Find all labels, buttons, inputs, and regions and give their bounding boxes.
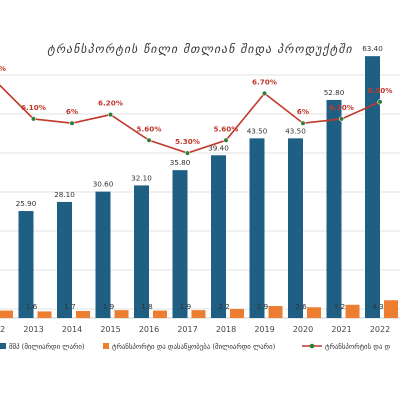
share-label-clipped: 0% (0, 64, 6, 73)
bars-layer: 1.825.901.628.101.730.601.932.101.835.80… (0, 44, 398, 319)
transport-bar (230, 308, 244, 318)
gdp-bar (95, 191, 111, 318)
transport-bar (307, 307, 321, 318)
share-point (377, 99, 383, 105)
share-label: 6.20% (98, 99, 123, 108)
gdp-bar-label: 32.10 (131, 173, 152, 182)
x-tick-label: 2015 (100, 325, 120, 334)
gdp-bar-label: 63.40 (362, 44, 383, 53)
transport-bar (191, 310, 206, 318)
share-label: 5.30% (175, 137, 200, 146)
share-label: 6% (66, 107, 78, 116)
x-tick-label: 2013 (23, 325, 43, 334)
transport-bar-label: 4.3 (372, 302, 383, 311)
gdp-bar-label: 43.50 (285, 126, 306, 135)
x-tick-label: 2018 (216, 325, 236, 334)
share-point (184, 150, 191, 156)
transport-bar (76, 310, 90, 318)
gdp-bar (288, 138, 303, 318)
transport-bar (0, 310, 13, 318)
gdp-bar-label: 35.80 (170, 158, 191, 167)
share-point (30, 116, 37, 122)
share-point (146, 137, 152, 143)
share-point (261, 90, 268, 96)
legend-label-gdp: მშპ (მილიარდი ლარი) (9, 342, 85, 351)
transport-bar-label: 2.6 (295, 302, 307, 311)
share-label: 6.70% (252, 77, 277, 86)
transport-bar-label: 2.2 (218, 302, 229, 311)
share-label: 6.10% (21, 103, 46, 112)
x-tick-label: 2019 (254, 325, 274, 334)
gdp-bar (211, 155, 226, 318)
x-tick-label: 2014 (62, 325, 82, 334)
line-layer: 6.10% 6% 6.20% 5.60% 5.30% 5.60% 6.70% 6% 6.10% 6… (0, 64, 393, 156)
share-point (338, 116, 345, 122)
legend-marker-share (309, 343, 315, 349)
transport-bar-label: 1.9 (103, 302, 115, 311)
transport-bar-label: 1.8 (141, 302, 153, 311)
gdp-bar (365, 56, 380, 319)
gdp-bar (249, 138, 265, 318)
x-tick-label: 2021 (331, 325, 351, 334)
share-label: 5.60% (137, 124, 162, 133)
transport-bar (114, 310, 129, 318)
legend-swatch-transport (103, 343, 109, 349)
legend: მშპ (მილიარდი ლარი) ტრანსპორტი და დასაწყო… (0, 342, 390, 351)
gdp-bar-label: 30.60 (93, 180, 114, 189)
x-tick-label: 2012 (0, 325, 5, 334)
transport-bar (37, 311, 52, 318)
gdp-bar-label: 43.50 (247, 126, 268, 135)
share-label: 5.60% (214, 124, 239, 133)
share-point (300, 120, 306, 126)
x-tick-label: 2017 (177, 325, 197, 334)
gdp-bar-label: 28.10 (54, 190, 75, 199)
transport-bar (153, 310, 167, 318)
transport-bar-label: 3.2 (334, 302, 345, 311)
transport-bar-label: 1.6 (26, 302, 38, 311)
chart-title: ტრანსპორტის წილი მთლიან შიდა პროდუქტში (47, 42, 353, 56)
gdp-bar (134, 185, 149, 318)
transport-bar (268, 306, 283, 318)
gdp-bar (57, 201, 72, 318)
x-tick-label: 2016 (139, 325, 159, 334)
gdp-bar-label: 52.80 (324, 88, 345, 97)
share-label: 6.50% (368, 86, 393, 95)
legend-label-transport: ტრანსპორტი და დასაწყობება (მილიარდი ლარი… (112, 342, 276, 351)
x-tick-label: 2020 (293, 325, 313, 334)
x-axis: 2012 2013 2014 2015 2016 2017 2018 2019 2020 2021… (0, 325, 390, 334)
transport-bar (384, 300, 398, 318)
share-point (69, 120, 75, 126)
transport-bar-label: 1.9 (180, 302, 192, 311)
share-label: 6% (297, 107, 309, 116)
transport-bar (345, 304, 360, 318)
share-point (223, 137, 229, 143)
legend-label-share: ტრანსპორტის და დ (325, 342, 390, 351)
gdp-bar (326, 99, 342, 318)
x-tick-label: 2022 (370, 325, 390, 334)
gdp-bar-label: 25.90 (16, 199, 37, 208)
legend-swatch-gdp (0, 343, 6, 349)
transport-bar-label: 1.7 (64, 302, 75, 311)
share-label: 6.10% (329, 103, 354, 112)
gdp-bar-label: 39.40 (208, 143, 229, 152)
share-point (107, 112, 114, 118)
transport-bar-label: 2.9 (257, 302, 269, 311)
gdp-bar (172, 170, 188, 318)
gdp-bar (18, 211, 34, 318)
